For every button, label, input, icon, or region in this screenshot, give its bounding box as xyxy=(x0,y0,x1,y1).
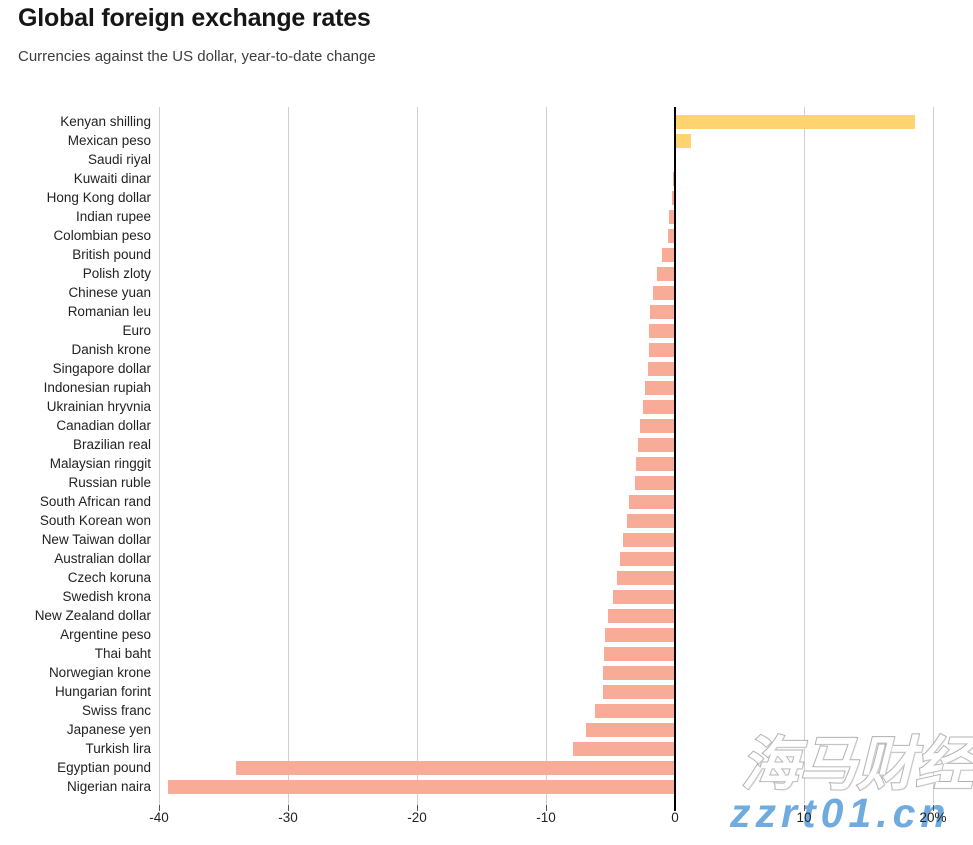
x-tick-label: -30 xyxy=(278,810,298,825)
x-tick-label: -10 xyxy=(536,810,556,825)
category-label: Swiss franc xyxy=(81,703,151,718)
bar xyxy=(637,438,675,452)
bar xyxy=(628,495,675,509)
category-label: Russian ruble xyxy=(68,475,151,490)
chart-title: Global foreign exchange rates xyxy=(18,4,371,32)
bar xyxy=(605,628,675,642)
x-gridline xyxy=(545,107,547,805)
category-label: Mexican peso xyxy=(67,133,151,148)
x-axis-tick xyxy=(803,805,805,811)
category-label: Danish krone xyxy=(71,342,151,357)
category-label: Turkish lira xyxy=(85,741,151,756)
category-label: Ukrainian hryvnia xyxy=(46,399,151,414)
x-tick-label: -20 xyxy=(407,810,427,825)
category-label: Hong Kong dollar xyxy=(46,190,151,205)
bar xyxy=(636,457,675,471)
category-label: Chinese yuan xyxy=(68,285,151,300)
bar xyxy=(623,533,675,547)
bar xyxy=(668,210,675,224)
category-label: Polish zloty xyxy=(82,266,151,281)
category-label: Nigerian naira xyxy=(66,779,151,794)
bar xyxy=(620,552,675,566)
bar xyxy=(602,666,675,680)
bar xyxy=(236,761,675,775)
category-label: Kuwaiti dinar xyxy=(73,171,151,186)
bar xyxy=(627,514,675,528)
category-label: Thai baht xyxy=(94,646,151,661)
bar xyxy=(650,305,675,319)
category-label: Indian rupee xyxy=(75,209,151,224)
bar xyxy=(613,590,675,604)
bar xyxy=(573,742,675,756)
category-label: Japanese yen xyxy=(66,722,151,737)
category-label: South African rand xyxy=(39,494,151,509)
x-gridline xyxy=(932,107,934,805)
bar xyxy=(653,286,675,300)
category-label: Romanian leu xyxy=(67,304,151,319)
bar xyxy=(649,324,675,338)
category-label: Saudi riyal xyxy=(87,152,151,167)
x-axis-tick xyxy=(287,805,289,811)
bar xyxy=(649,343,675,357)
bar xyxy=(675,134,692,148)
x-gridline xyxy=(803,107,805,805)
category-label: New Taiwan dollar xyxy=(41,532,151,547)
x-axis-tick xyxy=(158,805,160,811)
category-label: Australian dollar xyxy=(54,551,151,566)
category-label: Kenyan shilling xyxy=(60,114,151,129)
x-tick-label: 20% xyxy=(919,810,947,825)
x-gridline xyxy=(158,107,160,805)
category-label: Hungarian forint xyxy=(54,684,151,699)
x-gridline xyxy=(416,107,418,805)
x-gridline xyxy=(287,107,289,805)
bar xyxy=(642,400,675,414)
x-axis-tick xyxy=(545,805,547,811)
x-tick-label: 0 xyxy=(671,810,679,825)
category-label: Colombian peso xyxy=(53,228,151,243)
category-label: South Korean won xyxy=(39,513,151,528)
bar xyxy=(604,647,675,661)
bar xyxy=(667,229,675,243)
bar xyxy=(635,476,675,490)
bar xyxy=(640,419,675,433)
category-label: Norwegian krone xyxy=(48,665,151,680)
bar xyxy=(585,723,675,737)
chart-subtitle: Currencies against the US dollar, year-t… xyxy=(18,48,376,65)
category-label: Argentine peso xyxy=(60,627,151,642)
category-label: British pound xyxy=(72,247,151,262)
bar xyxy=(662,248,675,262)
bar xyxy=(647,362,675,376)
x-axis-tick xyxy=(932,805,934,811)
category-label: Canadian dollar xyxy=(56,418,151,433)
zero-baseline xyxy=(674,107,676,811)
bar xyxy=(595,704,675,718)
bar xyxy=(616,571,675,585)
category-label: Swedish krona xyxy=(62,589,151,604)
bar xyxy=(675,115,915,129)
category-label: Malaysian ringgit xyxy=(49,456,151,471)
x-axis-tick xyxy=(416,805,418,811)
category-label: New Zealand dollar xyxy=(34,608,151,623)
bar xyxy=(656,267,675,281)
bar xyxy=(607,609,675,623)
bar xyxy=(672,191,675,205)
category-label: Indonesian rupiah xyxy=(43,380,151,395)
x-tick-label: 10 xyxy=(796,810,812,825)
category-label: Brazilian real xyxy=(72,437,151,452)
bar xyxy=(602,685,675,699)
watermark-site-url: zzrt01.cn xyxy=(730,790,951,836)
category-label: Singapore dollar xyxy=(52,361,151,376)
watermark-cjk-text: 海马财经 xyxy=(740,732,973,798)
x-tick-label: -40 xyxy=(149,810,169,825)
category-label: Egyptian pound xyxy=(57,760,151,775)
bar xyxy=(168,780,675,794)
category-label: Euro xyxy=(122,323,151,338)
bar xyxy=(645,381,675,395)
category-label: Czech koruna xyxy=(67,570,151,585)
